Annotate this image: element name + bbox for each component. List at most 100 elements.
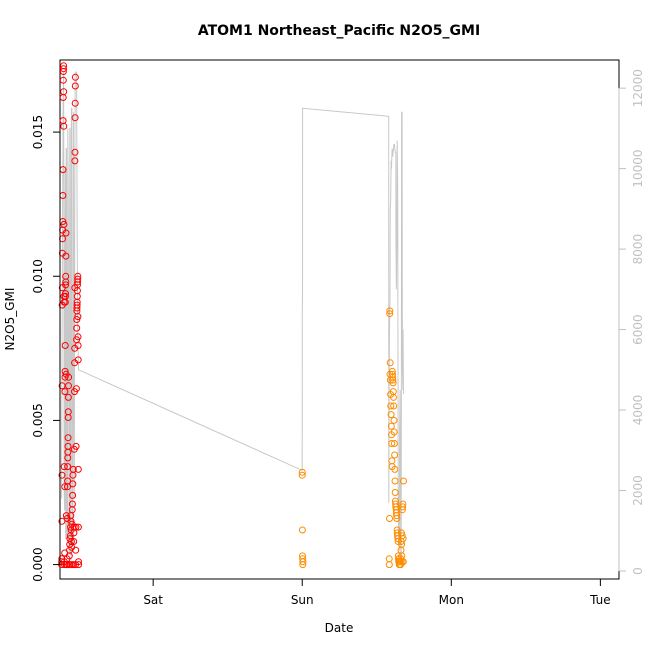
- series1-point: [69, 465, 77, 473]
- series2-point: [385, 555, 393, 563]
- series2-point: [298, 526, 306, 534]
- y2-tick-label: 4000: [631, 395, 645, 426]
- series2-point: [399, 558, 407, 566]
- series1-point: [65, 382, 72, 390]
- series2-point: [390, 428, 398, 436]
- series2-point: [399, 500, 407, 508]
- series1-point: [60, 62, 68, 70]
- series2-point: [400, 477, 407, 485]
- series1-point: [67, 517, 75, 525]
- y2-tick-label: 12000: [631, 69, 645, 107]
- series2-point: [385, 561, 393, 569]
- y2-tick-label: 8000: [631, 234, 645, 265]
- series2-point: [387, 411, 395, 419]
- series2-point: [391, 477, 399, 485]
- y-axis-label: N2O5_GMI: [3, 288, 17, 351]
- series2-point: [388, 440, 396, 447]
- series1-point: [60, 88, 68, 96]
- series1-point: [73, 324, 81, 332]
- series2-point: [387, 422, 395, 430]
- altitude-line-layer: [61, 71, 404, 564]
- series2-point: [389, 379, 397, 387]
- series2-point: [386, 515, 393, 522]
- series1-point: [58, 471, 66, 479]
- y-tick-label: 0.015: [31, 115, 45, 149]
- chart-title: ATOM1 Northeast_Pacific N2O5_GMI: [198, 23, 480, 39]
- series1-point: [64, 408, 72, 416]
- series2-point: [387, 402, 395, 410]
- series1-point: [73, 301, 81, 309]
- series1-point: [72, 546, 80, 554]
- series1-point: [60, 122, 68, 130]
- series1-point: [62, 290, 69, 298]
- series2-point: [399, 503, 407, 511]
- series1-point: [75, 558, 82, 566]
- series2-point: [299, 561, 307, 569]
- series2-point: [298, 471, 306, 479]
- series1-point: [58, 517, 66, 525]
- series1-point: [71, 114, 79, 122]
- series1-point: [71, 99, 79, 107]
- series1-point: [62, 278, 70, 286]
- series1-point: [71, 157, 79, 165]
- y-axis-left: 0.000 0.005 0.010 0.015: [31, 115, 61, 582]
- series2-point: [399, 535, 407, 543]
- series1-point: [74, 313, 82, 321]
- series1-point: [62, 512, 70, 520]
- series1-point: [60, 463, 68, 471]
- plot-frame: [59, 59, 620, 580]
- series1-point: [74, 342, 82, 349]
- x-tick-label: Sun: [291, 593, 314, 607]
- series1-point: [74, 333, 82, 341]
- y2-tick-label: 6000: [631, 314, 645, 345]
- series1-point: [60, 220, 68, 228]
- x-axis-label: Date: [325, 621, 354, 635]
- series2-point: [391, 451, 399, 459]
- series1-point: [61, 367, 69, 375]
- series2-point: [393, 512, 401, 520]
- x-axis: Sat Sun Mon Tue: [143, 578, 611, 607]
- series2-point: [386, 307, 394, 315]
- series1-point: [64, 393, 72, 401]
- series1-point: [69, 491, 77, 499]
- series1-point: [74, 465, 82, 473]
- series1-point: [61, 388, 69, 396]
- series1-point: [75, 561, 83, 569]
- series2-point: [298, 468, 306, 476]
- series1-point: [74, 523, 82, 531]
- series1-point: [61, 483, 69, 491]
- series1-point: [59, 76, 67, 84]
- y-tick-label: 0.010: [31, 259, 45, 293]
- series1-point: [71, 73, 79, 81]
- series1-point: [64, 477, 72, 485]
- points-layer: [58, 62, 407, 569]
- series1-point: [74, 275, 82, 283]
- series1-point: [74, 272, 82, 280]
- altitude-line: [61, 71, 404, 564]
- series1-point: [61, 292, 69, 300]
- series1-point: [74, 356, 82, 364]
- x-tick-label: Tue: [589, 593, 611, 607]
- y2-tick-label: 0: [631, 567, 645, 575]
- series1-point: [62, 229, 70, 237]
- y-tick-label: 0.005: [31, 403, 45, 437]
- series1-point: [72, 442, 80, 450]
- series2-point: [386, 359, 394, 367]
- series1-point: [72, 385, 80, 393]
- series2-point: [390, 416, 398, 424]
- series1-point: [61, 342, 69, 349]
- series2-point: [299, 558, 307, 566]
- series1-point: [70, 561, 77, 569]
- series2-point: [390, 440, 398, 447]
- series1-point: [70, 538, 78, 545]
- series1-point: [62, 281, 70, 289]
- series2-point: [393, 515, 401, 522]
- series1-point: [71, 148, 79, 156]
- series2-point: [390, 402, 398, 410]
- series2-point: [391, 489, 399, 496]
- series1-point: [60, 65, 67, 73]
- series1-point: [71, 82, 79, 90]
- y2-tick-label: 10000: [631, 150, 645, 188]
- series1-point: [68, 500, 76, 508]
